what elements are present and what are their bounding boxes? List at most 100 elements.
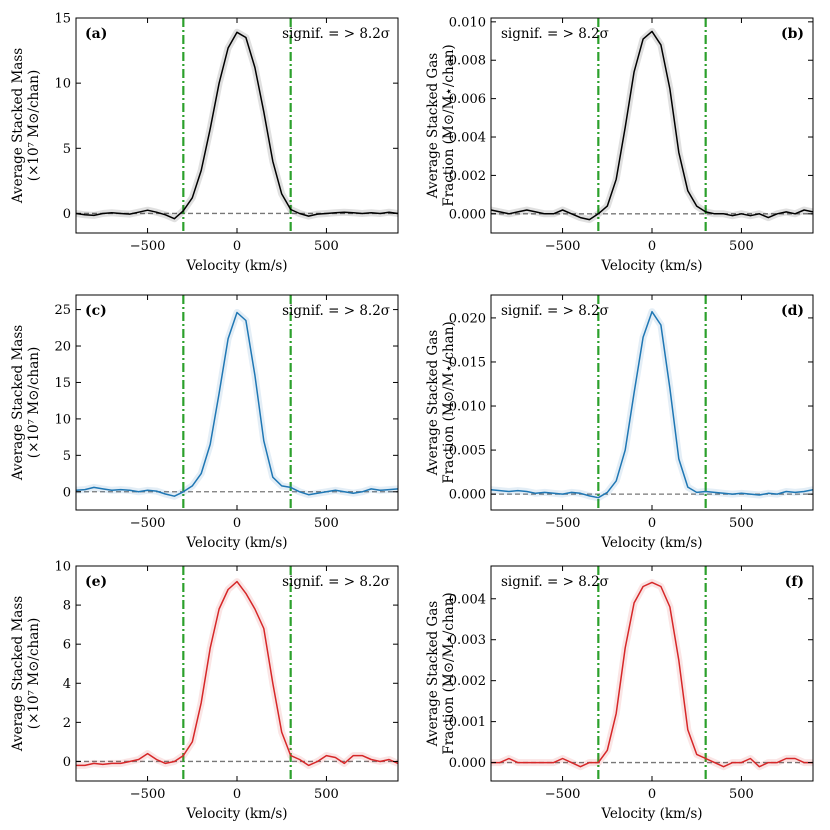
series-band bbox=[76, 578, 398, 769]
y-tick-label: 0.006 bbox=[449, 92, 486, 107]
y-tick-label: 0.015 bbox=[449, 355, 486, 370]
x-axis-title: Velocity (km/s) bbox=[185, 258, 287, 274]
y-tick-label: 0.002 bbox=[449, 169, 486, 184]
x-tick-label: 500 bbox=[314, 787, 339, 802]
x-axis-title: Velocity (km/s) bbox=[600, 258, 702, 274]
series-band bbox=[491, 578, 813, 771]
y-tick-label: 4 bbox=[63, 677, 71, 692]
x-tick-label: 0 bbox=[648, 787, 656, 802]
x-tick-label: −500 bbox=[545, 787, 581, 802]
y-tick-label: 0.000 bbox=[449, 207, 486, 222]
y-axis-title-line: (×10⁷ M⊙/chan) bbox=[26, 70, 42, 181]
y-tick-label: 0.001 bbox=[449, 715, 486, 730]
significance-annotation: signif. = > 8.2σ bbox=[501, 303, 609, 319]
y-axis-title-line: (×10⁷ M⊙/chan) bbox=[26, 618, 42, 729]
x-tick-label: 500 bbox=[314, 239, 339, 254]
series-band bbox=[76, 309, 398, 500]
series-band bbox=[491, 308, 813, 502]
panel-label: (c) bbox=[85, 303, 107, 319]
x-axis-title: Velocity (km/s) bbox=[185, 806, 287, 822]
y-tick-label: 0.004 bbox=[449, 592, 486, 607]
x-tick-label: −500 bbox=[130, 787, 166, 802]
series-line bbox=[76, 580, 398, 767]
y-tick-label: 5 bbox=[63, 449, 71, 464]
x-tick-label: 0 bbox=[233, 516, 241, 531]
chart-panel: −500 0 500 0 5 10 15 20 25 Velocity (km/s) Average… bbox=[10, 294, 399, 551]
x-tick-label: −500 bbox=[130, 239, 166, 254]
y-axis-title-line: Average Stacked Gas bbox=[425, 330, 441, 476]
chart-panel: −500 0 500 0 5 10 15 Velocity (km/s) Average Sta… bbox=[10, 12, 399, 274]
y-tick-label: 0.004 bbox=[449, 131, 486, 146]
x-tick-label: 0 bbox=[233, 787, 241, 802]
significance-annotation: signif. = > 8.2σ bbox=[282, 26, 390, 42]
chart-panel: −500 0 500 0 2 4 6 8 10 Velocity (km/s) Average St… bbox=[10, 560, 399, 822]
y-tick-label: 0.010 bbox=[449, 400, 486, 415]
y-tick-label: 0 bbox=[63, 755, 71, 770]
y-axis-title-line: Average Stacked Mass bbox=[10, 48, 26, 204]
y-axis-title-line: Fraction (M⊙/M⋆/chan) bbox=[441, 44, 457, 206]
y-tick-label: 0.000 bbox=[449, 488, 486, 503]
significance-annotation: signif. = > 8.2σ bbox=[282, 303, 390, 319]
x-tick-label: 500 bbox=[729, 787, 754, 802]
y-tick-label: 8 bbox=[63, 599, 71, 614]
y-axis-title-line: Average Stacked Gas bbox=[425, 601, 441, 747]
y-tick-label: 15 bbox=[54, 376, 71, 391]
y-tick-label: 0 bbox=[63, 207, 71, 222]
panel-label: (b) bbox=[781, 26, 804, 42]
panel-label: (f) bbox=[785, 574, 804, 590]
y-axis-title-line: Average Stacked Gas bbox=[425, 53, 441, 199]
plot-frame bbox=[75, 17, 399, 234]
x-tick-label: 0 bbox=[233, 239, 241, 254]
y-axis-title-line: Fraction (M⊙/M⋆/chan) bbox=[441, 321, 457, 483]
significance-annotation: signif. = > 8.2σ bbox=[282, 574, 390, 590]
series-line bbox=[76, 31, 398, 220]
series-line bbox=[76, 311, 398, 497]
x-axis-title: Velocity (km/s) bbox=[600, 535, 702, 551]
series-band bbox=[76, 28, 398, 223]
y-tick-label: 0.000 bbox=[449, 756, 486, 771]
y-tick-label: 10 bbox=[54, 412, 71, 427]
chart-panel: −500 0 500 0.000 0.002 0.004 0.006 0.008 0.010 Ve… bbox=[425, 15, 814, 274]
plot-frame bbox=[490, 565, 814, 782]
y-tick-label: 10 bbox=[54, 560, 71, 575]
y-tick-label: 0.005 bbox=[449, 444, 486, 459]
panel-label: (d) bbox=[781, 303, 804, 319]
x-tick-label: 500 bbox=[314, 516, 339, 531]
plot-frame bbox=[490, 17, 814, 234]
panel-label: (a) bbox=[85, 26, 107, 42]
series-line bbox=[491, 310, 813, 499]
x-tick-label: 0 bbox=[648, 239, 656, 254]
significance-annotation: signif. = > 8.2σ bbox=[501, 574, 609, 590]
y-tick-label: 0.008 bbox=[449, 54, 486, 69]
plot-frame bbox=[75, 294, 399, 511]
x-tick-label: 500 bbox=[729, 239, 754, 254]
y-tick-label: 0.003 bbox=[449, 633, 486, 648]
x-axis-title: Velocity (km/s) bbox=[185, 535, 287, 551]
series-band bbox=[491, 27, 813, 224]
x-tick-label: 500 bbox=[729, 516, 754, 531]
series-line bbox=[491, 581, 813, 768]
y-tick-label: 0.010 bbox=[449, 15, 486, 30]
x-tick-label: −500 bbox=[545, 516, 581, 531]
x-tick-label: −500 bbox=[545, 239, 581, 254]
y-axis-title-line: Fraction (M⊙/M⋆/chan) bbox=[441, 592, 457, 754]
y-tick-label: 0.002 bbox=[449, 674, 486, 689]
y-tick-label: 0 bbox=[63, 485, 71, 500]
significance-annotation: signif. = > 8.2σ bbox=[501, 26, 609, 42]
x-axis-title: Velocity (km/s) bbox=[600, 806, 702, 822]
y-tick-label: 25 bbox=[54, 303, 71, 318]
panel-label: (e) bbox=[85, 574, 107, 590]
chart-panel: −500 0 500 0.000 0.001 0.002 0.003 0.004 Velocit… bbox=[425, 565, 814, 822]
y-tick-label: 2 bbox=[63, 716, 71, 731]
chart-panel: −500 0 500 0.000 0.005 0.010 0.015 0.020 Velocit… bbox=[425, 294, 814, 551]
plot-frame bbox=[490, 294, 814, 511]
y-tick-label: 0.020 bbox=[449, 311, 486, 326]
y-axis-title-line: Average Stacked Mass bbox=[10, 596, 26, 752]
y-tick-label: 6 bbox=[63, 638, 71, 653]
y-tick-label: 20 bbox=[54, 340, 71, 355]
plot-frame bbox=[75, 565, 399, 782]
x-tick-label: −500 bbox=[130, 516, 166, 531]
y-tick-label: 10 bbox=[54, 77, 71, 92]
y-tick-label: 15 bbox=[54, 12, 71, 27]
